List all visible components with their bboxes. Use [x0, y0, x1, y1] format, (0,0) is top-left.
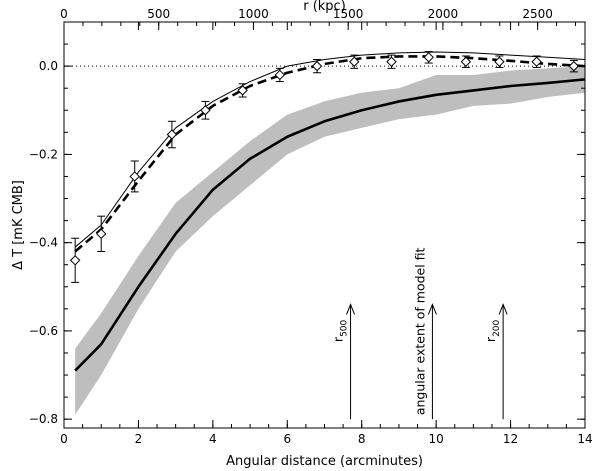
arrow-label-text: r — [331, 336, 346, 342]
arrow-label: r200 — [483, 319, 502, 342]
top-tick-label: 1000 — [238, 7, 269, 21]
data-point-diamond — [494, 56, 505, 67]
x-axis-label: Angular distance (arcminutes) — [226, 454, 423, 469]
x-tick-label: 14 — [577, 432, 592, 446]
data-point-diamond — [96, 228, 107, 240]
y-tick-label: −0.4 — [29, 236, 58, 250]
data-point-diamond — [568, 60, 580, 72]
y-tick-label: −0.6 — [29, 324, 58, 338]
data-point-diamond — [129, 171, 140, 182]
x-tick-label: 2 — [135, 432, 143, 446]
y-tick-label: −0.2 — [29, 147, 58, 161]
x-tick-label: 0 — [60, 432, 68, 446]
arrow-label: angular extent of model fit — [412, 247, 427, 415]
data-point-diamond — [200, 105, 211, 116]
data-point-diamond — [311, 60, 323, 72]
data-point-diamond — [386, 56, 397, 67]
arrow-label-subscript: 200 — [492, 319, 502, 336]
top-tick-label: 500 — [147, 7, 170, 21]
data-points-layer — [69, 51, 580, 283]
data-point-diamond — [349, 56, 360, 67]
arrow-label-subscript: 500 — [340, 319, 350, 336]
data-point-diamond — [274, 69, 286, 81]
data-point-diamond — [69, 255, 81, 266]
x-tick-label: 8 — [358, 432, 366, 446]
x-tick-label: 6 — [283, 432, 291, 446]
data-point-diamond — [423, 52, 434, 63]
arrow-head — [498, 303, 508, 315]
top-tick-label: 0 — [60, 7, 68, 21]
data-point-diamond — [166, 129, 178, 140]
arrow-head — [427, 303, 437, 315]
y-tick-label: 0.0 — [39, 59, 58, 73]
arrow-label: r500 — [331, 319, 350, 342]
top-tick-label: 2500 — [522, 7, 553, 21]
top-tick-label: 1500 — [333, 7, 364, 21]
axes-layer: 0 2 4 6 8 10 12 14 0 500 1000 1500 2000 2500 −0.8 −0.6 −… — [29, 7, 593, 446]
model-thick-line — [74, 78, 586, 372]
y-axis-label: Δ T [mK CMB] — [11, 180, 26, 270]
uncertainty-band-layer — [75, 66, 586, 415]
arrow-label-text: r — [483, 336, 498, 342]
top-axis-label: r (kpc) — [303, 0, 346, 14]
model-fit-thin-line — [74, 51, 586, 248]
arrow-label-text: angular extent of model fit — [412, 247, 427, 415]
arrow-head — [346, 303, 356, 315]
data-point-diamond — [531, 56, 542, 67]
x-tick-label: 4 — [209, 432, 217, 446]
y-tick-label: −0.8 — [29, 412, 58, 426]
annotations-layer: r500 angular extent of model fit r200 — [331, 247, 508, 420]
data-point-diamond — [460, 56, 472, 67]
x-tick-label: 12 — [503, 432, 518, 446]
top-tick-label: 2000 — [428, 7, 459, 21]
data-point-diamond — [237, 85, 248, 96]
x-tick-label: 10 — [429, 432, 444, 446]
uncertainty-band — [75, 66, 586, 415]
